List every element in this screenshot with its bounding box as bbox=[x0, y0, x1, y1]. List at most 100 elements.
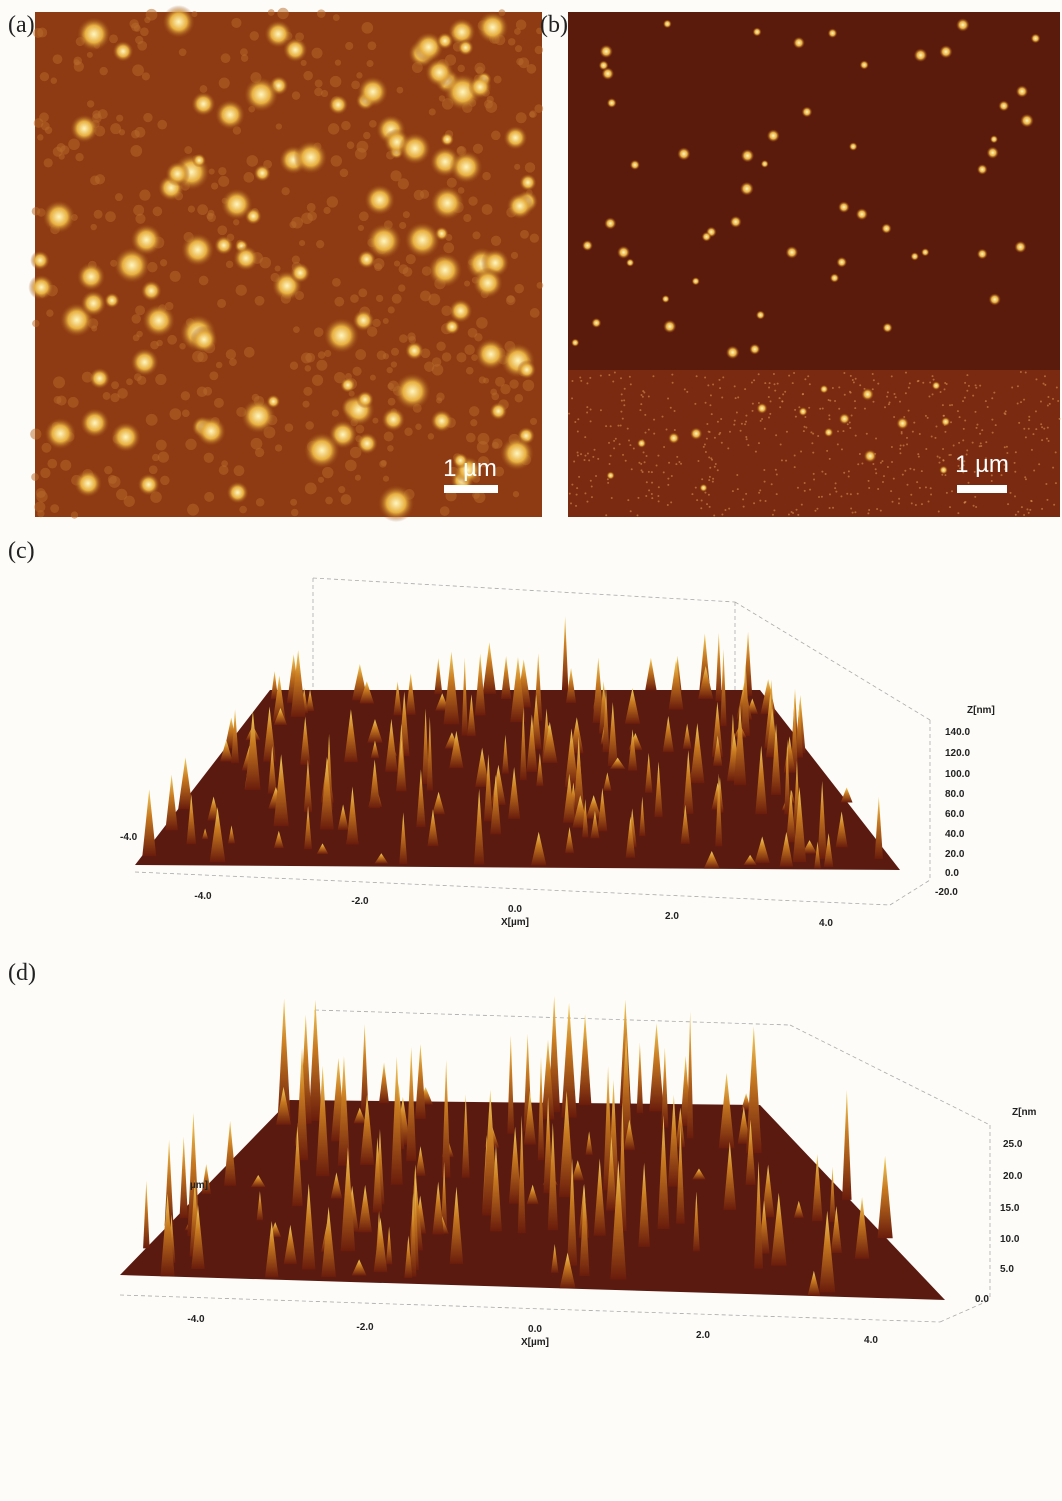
texture bbox=[908, 410, 910, 412]
surface-plot-c: 140.0120.0100.080.060.040.020.00.0-20.0-… bbox=[120, 578, 995, 929]
texture bbox=[45, 127, 52, 134]
texture bbox=[867, 512, 869, 514]
particle bbox=[104, 292, 120, 308]
texture bbox=[1035, 410, 1037, 412]
texture bbox=[352, 367, 361, 376]
particle bbox=[726, 346, 740, 360]
particle bbox=[30, 250, 50, 270]
texture bbox=[217, 225, 227, 235]
texture bbox=[47, 459, 57, 469]
texture bbox=[729, 431, 731, 433]
texture bbox=[891, 446, 893, 448]
texture bbox=[515, 394, 524, 403]
texture bbox=[721, 397, 723, 399]
scale-bar bbox=[957, 485, 1007, 493]
texture bbox=[775, 434, 777, 436]
texture bbox=[520, 230, 529, 239]
texture bbox=[753, 502, 755, 504]
texture bbox=[908, 387, 910, 389]
texture bbox=[710, 394, 712, 396]
texture bbox=[906, 443, 908, 445]
texture bbox=[1044, 384, 1046, 386]
texture bbox=[779, 406, 781, 408]
texture bbox=[852, 379, 854, 381]
texture bbox=[404, 428, 412, 436]
texture bbox=[667, 484, 669, 486]
texture bbox=[909, 382, 911, 384]
texture bbox=[744, 388, 746, 390]
x-tick-label: -4.0 bbox=[187, 1314, 205, 1325]
particle bbox=[404, 222, 441, 259]
box-line bbox=[790, 1025, 990, 1125]
figure: 140.0120.0100.080.060.040.020.00.0-20.0-… bbox=[0, 0, 1062, 1501]
texture bbox=[347, 141, 355, 149]
texture bbox=[951, 490, 953, 492]
y-tick-label: µm] bbox=[190, 1180, 208, 1191]
texture bbox=[514, 28, 521, 35]
peak bbox=[165, 774, 177, 830]
texture bbox=[652, 375, 654, 377]
texture bbox=[218, 176, 229, 187]
texture bbox=[571, 484, 573, 486]
texture bbox=[736, 412, 738, 414]
texture bbox=[586, 406, 588, 408]
texture bbox=[987, 406, 989, 408]
texture bbox=[285, 423, 294, 432]
texture bbox=[877, 488, 879, 490]
particle bbox=[191, 91, 216, 116]
texture bbox=[586, 411, 588, 413]
texture bbox=[884, 406, 886, 408]
texture bbox=[1045, 483, 1047, 485]
texture bbox=[623, 399, 625, 401]
particle bbox=[266, 394, 280, 408]
texture bbox=[979, 433, 981, 435]
texture bbox=[931, 435, 933, 437]
texture bbox=[57, 143, 66, 152]
texture bbox=[942, 404, 944, 406]
peak bbox=[434, 658, 442, 694]
particle bbox=[932, 381, 941, 390]
texture bbox=[39, 112, 49, 122]
texture bbox=[315, 80, 323, 88]
peak bbox=[649, 1023, 664, 1111]
particle bbox=[637, 439, 646, 448]
texture bbox=[1010, 492, 1012, 494]
texture bbox=[934, 437, 936, 439]
texture bbox=[640, 403, 642, 405]
texture bbox=[706, 423, 708, 425]
texture bbox=[886, 396, 888, 398]
texture bbox=[875, 472, 877, 474]
texture bbox=[523, 380, 535, 392]
texture bbox=[184, 146, 192, 154]
texture bbox=[629, 376, 631, 378]
texture bbox=[899, 401, 901, 403]
texture bbox=[674, 429, 676, 431]
texture bbox=[217, 299, 226, 308]
texture bbox=[882, 481, 884, 483]
texture bbox=[468, 196, 477, 205]
peak bbox=[579, 1014, 592, 1105]
particle bbox=[399, 132, 432, 165]
peak bbox=[645, 658, 656, 691]
texture bbox=[1014, 471, 1016, 473]
particle bbox=[793, 37, 805, 49]
texture bbox=[928, 395, 930, 397]
texture bbox=[1033, 469, 1035, 471]
texture bbox=[307, 203, 316, 212]
peak bbox=[669, 660, 684, 710]
texture bbox=[398, 284, 405, 291]
texture bbox=[369, 120, 377, 128]
texture bbox=[857, 493, 859, 495]
texture bbox=[420, 190, 429, 199]
texture bbox=[667, 397, 669, 399]
texture bbox=[316, 240, 324, 248]
texture bbox=[821, 471, 823, 473]
texture bbox=[576, 487, 578, 489]
z-axis-title: Z[nm bbox=[1012, 1107, 1037, 1118]
texture bbox=[620, 377, 622, 379]
z-tick-label: 15.0 bbox=[1000, 1203, 1020, 1214]
texture bbox=[30, 428, 41, 439]
texture bbox=[803, 430, 805, 432]
texture bbox=[774, 390, 776, 392]
texture bbox=[1032, 433, 1034, 435]
